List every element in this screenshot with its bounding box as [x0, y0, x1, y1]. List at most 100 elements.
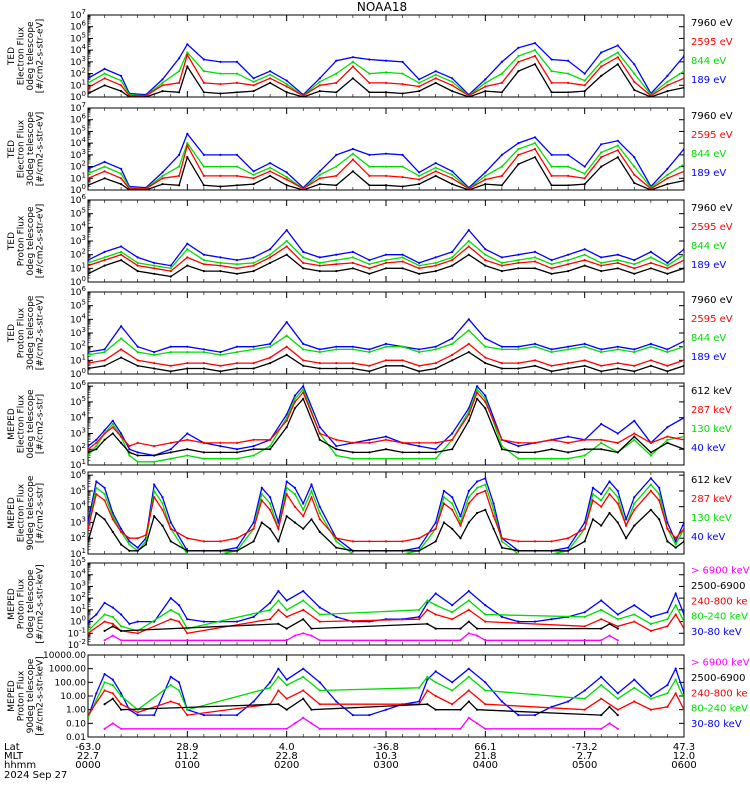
data-point	[600, 351, 603, 354]
data-point	[434, 457, 437, 460]
data-point	[103, 486, 106, 489]
data-point	[260, 486, 263, 489]
data-point	[401, 176, 404, 179]
data-point	[111, 692, 114, 695]
data-point	[649, 489, 653, 492]
data-point	[302, 608, 305, 612]
data-point	[318, 639, 321, 642]
data-point	[467, 700, 470, 703]
data-point	[600, 493, 603, 496]
data-point	[277, 527, 280, 530]
data-point	[674, 592, 677, 595]
data-point	[666, 261, 669, 264]
y-tick-label: 103	[70, 426, 86, 439]
data-point	[616, 345, 619, 348]
data-point	[351, 348, 354, 351]
data-point	[103, 170, 106, 173]
data-point	[252, 261, 255, 264]
data-point	[600, 364, 603, 367]
data-point	[583, 90, 586, 93]
data-point	[616, 451, 619, 454]
data-point	[103, 499, 106, 502]
data-point	[161, 496, 164, 499]
data-point	[600, 156, 603, 159]
data-point	[277, 689, 280, 692]
data-point	[335, 153, 338, 156]
data-point	[533, 714, 537, 717]
data-point	[285, 321, 288, 324]
data-point	[186, 438, 189, 441]
data-point	[476, 391, 479, 394]
data-point	[351, 267, 354, 270]
data-point	[368, 540, 371, 543]
data-point	[616, 44, 619, 47]
y-axis-label: MEPED	[7, 408, 17, 440]
data-point	[235, 549, 239, 552]
data-point	[500, 81, 503, 84]
data-point	[219, 165, 222, 168]
data-point	[434, 362, 437, 365]
data-point	[517, 261, 520, 264]
data-point	[161, 90, 164, 93]
data-point	[401, 153, 404, 156]
data-point	[434, 627, 437, 630]
data-point	[335, 537, 338, 540]
data-point	[467, 521, 470, 524]
data-point	[88, 448, 90, 451]
data-point	[434, 592, 437, 595]
data-point	[318, 620, 321, 623]
data-point	[533, 451, 537, 454]
data-point	[426, 601, 429, 604]
data-point	[550, 267, 553, 270]
y-tick-label: 0.10	[66, 719, 86, 729]
data-point	[169, 448, 172, 451]
data-point	[351, 714, 354, 717]
data-point	[682, 364, 684, 367]
y-axis-label: [#/cm2-s-str-keV]	[36, 656, 46, 735]
data-point	[418, 615, 421, 619]
data-point	[517, 451, 520, 454]
data-point	[293, 407, 296, 410]
data-point	[285, 83, 288, 86]
data-point	[335, 615, 338, 619]
data-point	[451, 84, 454, 87]
data-point	[484, 727, 487, 730]
footer-row-label: MLT	[4, 751, 24, 762]
data-point	[608, 486, 611, 489]
data-point	[368, 348, 371, 351]
data-point	[384, 71, 388, 74]
data-point	[302, 348, 305, 351]
data-point	[633, 88, 636, 92]
data-point	[269, 166, 272, 169]
data-point	[186, 367, 189, 370]
data-point	[302, 508, 305, 511]
data-point	[418, 171, 421, 174]
data-point	[219, 270, 222, 273]
data-point	[103, 359, 106, 362]
data-point	[178, 681, 181, 684]
data-point	[219, 364, 222, 367]
data-point	[153, 445, 156, 448]
data-point	[633, 272, 636, 275]
data-point	[88, 351, 90, 354]
data-point	[153, 454, 156, 457]
data-point	[600, 422, 603, 426]
data-point	[153, 460, 156, 463]
data-point	[459, 708, 462, 711]
data-point	[533, 42, 537, 45]
series-group	[88, 229, 684, 278]
data-point	[88, 527, 90, 530]
data-point	[285, 184, 288, 187]
data-point	[608, 511, 611, 515]
data-point	[293, 486, 296, 489]
data-point	[451, 170, 454, 173]
data-point	[302, 716, 305, 720]
data-point	[368, 451, 371, 454]
data-point	[368, 457, 371, 460]
data-point	[252, 454, 255, 457]
plot-frame	[87, 382, 685, 466]
data-point	[616, 149, 619, 152]
data-point	[111, 678, 114, 681]
data-point	[418, 272, 421, 275]
data-point	[384, 253, 388, 256]
